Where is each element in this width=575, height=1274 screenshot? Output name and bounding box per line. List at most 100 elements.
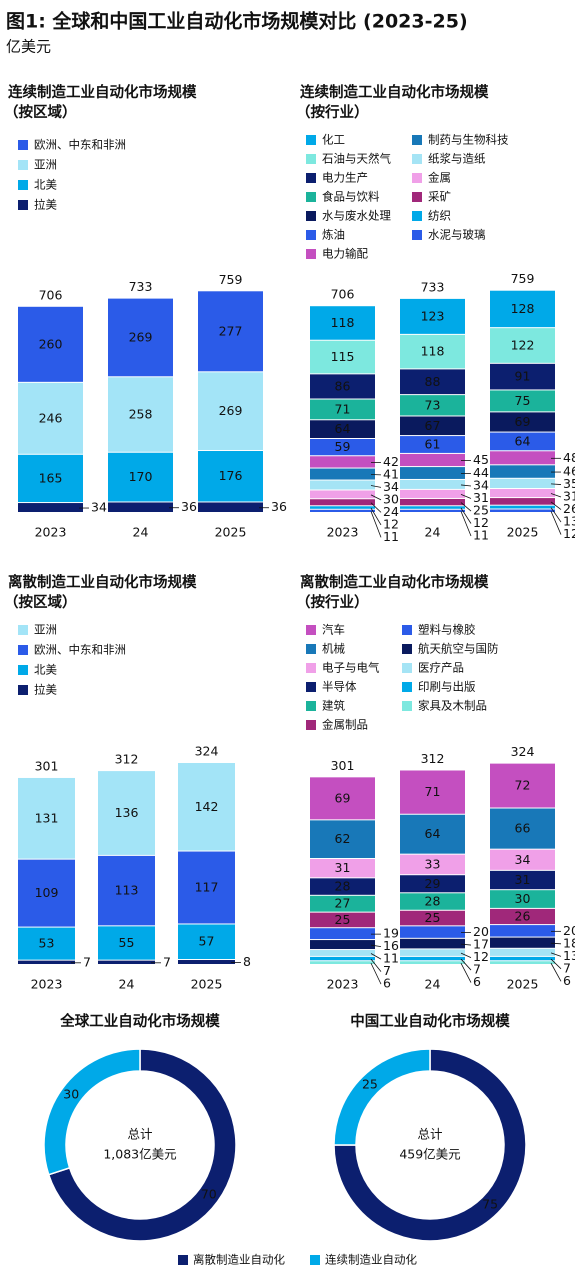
bar-segment bbox=[490, 763, 555, 808]
legend-swatch bbox=[402, 663, 412, 673]
bar-segment bbox=[400, 498, 465, 506]
legend-label: 纸浆与造纸 bbox=[428, 152, 486, 166]
data-label: 20 bbox=[473, 924, 489, 939]
legend-label: 水泥与玻璃 bbox=[428, 228, 486, 242]
bar-segment bbox=[18, 306, 83, 382]
legend-label: 水与废水处理 bbox=[322, 209, 391, 223]
data-label: 31 bbox=[473, 490, 489, 505]
total-label: 324 bbox=[511, 744, 535, 759]
data-label: 16 bbox=[383, 938, 399, 953]
bar-segment bbox=[490, 328, 555, 363]
data-label: 118 bbox=[421, 344, 445, 359]
leader-line bbox=[460, 507, 472, 524]
leader-line bbox=[550, 511, 562, 535]
data-label: 35 bbox=[563, 476, 575, 491]
bar-segment bbox=[400, 770, 465, 814]
donut-segment bbox=[47, 1048, 237, 1242]
data-label: 62 bbox=[335, 831, 351, 846]
legend-label: 石油与天然气 bbox=[322, 152, 391, 166]
legend-label: 拉美 bbox=[34, 683, 57, 697]
total-label: 706 bbox=[39, 287, 63, 302]
leader-line bbox=[550, 483, 562, 485]
leader-line bbox=[550, 958, 562, 970]
bar-segment bbox=[310, 490, 375, 499]
data-label: 71 bbox=[335, 401, 351, 416]
legend-label: 制药与生物科技 bbox=[428, 133, 509, 147]
bar-segment bbox=[490, 432, 555, 451]
leader-line bbox=[550, 962, 562, 982]
leader-line bbox=[460, 502, 472, 512]
bar-segment bbox=[310, 420, 375, 438]
data-label: 18 bbox=[563, 935, 575, 950]
bar-segment bbox=[108, 502, 173, 512]
data-label: 8 bbox=[243, 954, 251, 969]
legend-swatch bbox=[412, 192, 422, 202]
leader-line bbox=[460, 952, 472, 958]
legend-label: 印刷与出版 bbox=[418, 680, 476, 694]
leader-line bbox=[550, 952, 562, 957]
data-label: 246 bbox=[39, 410, 63, 425]
data-label: 88 bbox=[425, 374, 441, 389]
bar-segment bbox=[108, 452, 173, 502]
bar-segment bbox=[490, 451, 555, 465]
bar-segment bbox=[310, 399, 375, 420]
bar-segment bbox=[490, 505, 555, 509]
legend-label: 欧洲、中东和非洲 bbox=[34, 138, 126, 152]
bar-segment bbox=[18, 960, 75, 964]
legend-label: 连续制造业自动化 bbox=[325, 1253, 417, 1267]
leader-line bbox=[370, 958, 382, 972]
total-label: 324 bbox=[195, 744, 219, 759]
leader-line bbox=[370, 494, 382, 501]
legend-swatch bbox=[412, 135, 422, 145]
legend-label: 半导体 bbox=[322, 680, 357, 694]
legend-label: 北美 bbox=[34, 178, 57, 192]
data-label: 28 bbox=[425, 894, 441, 909]
chart-subtitle: （按行业） bbox=[296, 593, 369, 611]
bar-segment bbox=[490, 509, 555, 512]
bar-segment bbox=[400, 369, 465, 395]
data-label: 64 bbox=[425, 826, 441, 841]
legend-swatch bbox=[412, 154, 422, 164]
total-label: 312 bbox=[421, 751, 445, 766]
data-label: 131 bbox=[35, 810, 59, 825]
data-label: 258 bbox=[129, 407, 153, 422]
legend-label: 电力输配 bbox=[322, 247, 368, 261]
legend-swatch bbox=[412, 230, 422, 240]
data-label: 34 bbox=[473, 478, 489, 493]
data-label: 31 bbox=[335, 860, 351, 875]
data-label: 29 bbox=[425, 876, 441, 891]
bar-segment bbox=[400, 938, 465, 949]
legend-swatch bbox=[306, 249, 316, 259]
donut-segment bbox=[333, 1048, 431, 1146]
data-label: 70 bbox=[201, 1186, 217, 1201]
x-tick-label: 2023 bbox=[35, 525, 67, 540]
chart-subtitle: （按行业） bbox=[296, 103, 369, 121]
bar-segment bbox=[98, 960, 155, 964]
data-label: 25 bbox=[335, 912, 351, 927]
legend-swatch bbox=[306, 663, 316, 673]
data-label: 57 bbox=[199, 934, 215, 949]
leader-line bbox=[550, 501, 562, 510]
bar-segment bbox=[198, 372, 263, 450]
bar-segment bbox=[310, 777, 375, 820]
legend-swatch bbox=[18, 645, 28, 655]
chart-title: 全球工业自动化市场规模 bbox=[59, 1012, 220, 1030]
bar-segment bbox=[400, 875, 465, 893]
data-label: 59 bbox=[335, 439, 351, 454]
legend-swatch bbox=[402, 682, 412, 692]
data-label: 75 bbox=[515, 393, 531, 408]
legend-label: 离散制造业自动化 bbox=[193, 1253, 285, 1267]
data-label: 86 bbox=[335, 378, 351, 393]
x-tick-label: 24 bbox=[119, 977, 135, 992]
data-label: 7 bbox=[473, 962, 481, 977]
data-label: 19 bbox=[383, 926, 399, 941]
bar-segment bbox=[18, 382, 83, 454]
bar-segment bbox=[18, 777, 75, 859]
bar-segment bbox=[490, 908, 555, 925]
bar-segment bbox=[400, 893, 465, 910]
leader-line bbox=[370, 485, 382, 488]
bar-segment bbox=[400, 334, 465, 369]
bar-segment bbox=[310, 456, 375, 468]
bar-segment bbox=[400, 453, 465, 467]
